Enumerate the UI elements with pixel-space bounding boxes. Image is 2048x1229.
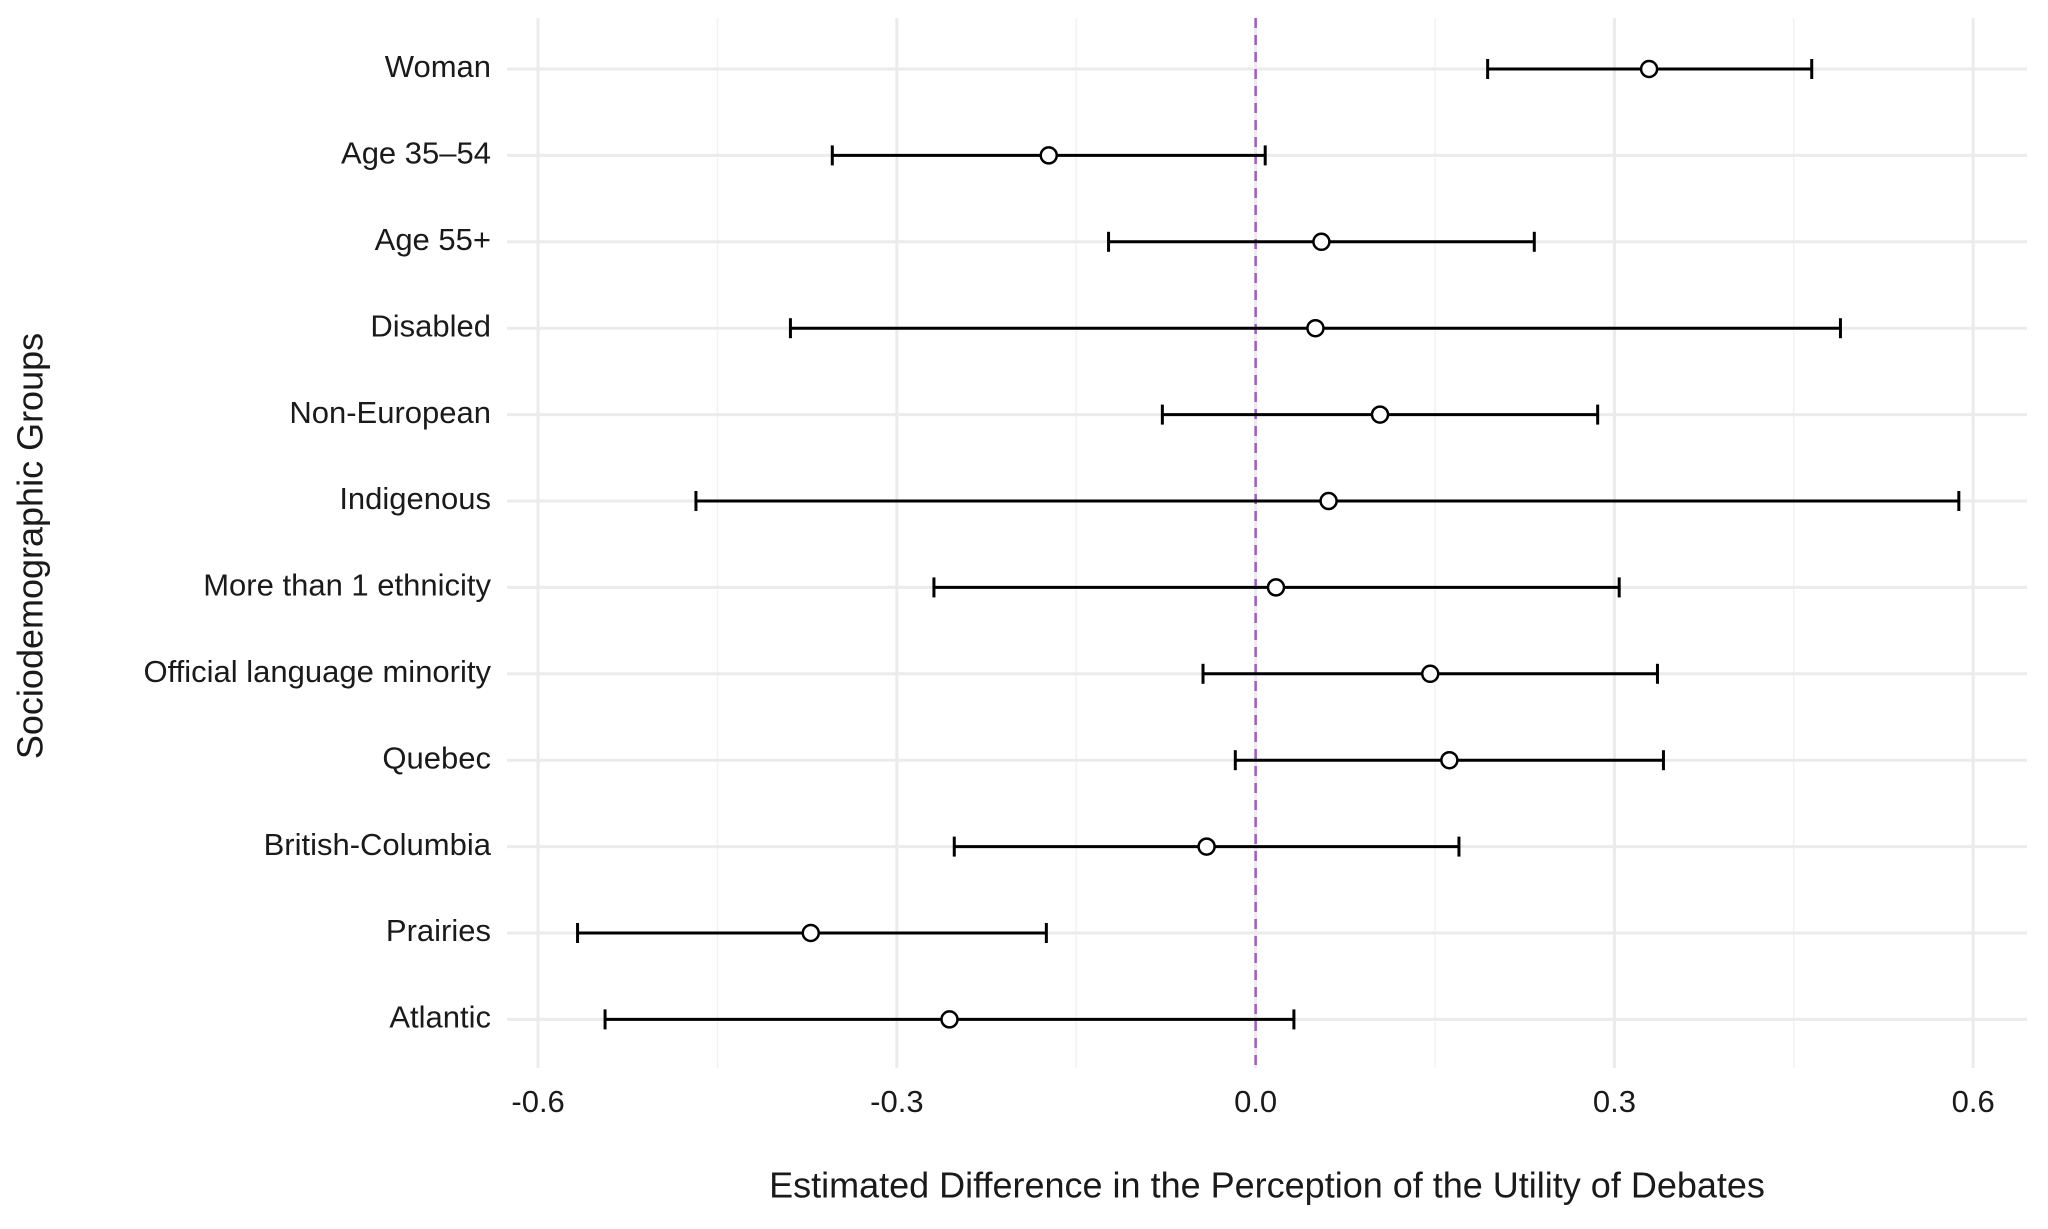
- y-tick-label: Official language minority: [144, 654, 492, 689]
- y-tick-label: More than 1 ethnicity: [203, 568, 491, 603]
- y-tick-label: Atlantic: [389, 1000, 491, 1035]
- point: [1440, 750, 1459, 770]
- y-tick-label: Quebec: [382, 740, 491, 775]
- y-tick-label: Age 35–54: [341, 136, 491, 171]
- y-tick-label: Age 55+: [375, 222, 491, 257]
- y-tick-label: Woman: [385, 49, 491, 84]
- y-tick-label: Disabled: [370, 308, 491, 343]
- point: [940, 1010, 959, 1029]
- x-tick-label: 0.0: [1234, 1084, 1277, 1119]
- y-axis-title: Sociodemographic Groups: [10, 333, 51, 759]
- y-tick-label: Prairies: [386, 913, 491, 948]
- point: [1197, 837, 1216, 856]
- x-tick-label: 0.3: [1593, 1084, 1636, 1119]
- point: [1266, 578, 1286, 597]
- y-tick-label: Indigenous: [339, 481, 491, 516]
- y-tick-label: British-Columbia: [264, 827, 492, 862]
- point: [1639, 59, 1659, 79]
- y-tick-label: Non-European: [289, 395, 491, 430]
- point: [801, 923, 821, 943]
- point: [1039, 146, 1058, 165]
- point: [1370, 405, 1390, 424]
- x-tick-label: -0.3: [870, 1084, 923, 1119]
- x-tick-label: 0.6: [1952, 1084, 1995, 1119]
- x-tick-label: -0.6: [511, 1084, 564, 1119]
- point: [1319, 491, 1338, 511]
- point: [1312, 232, 1331, 252]
- point: [1306, 318, 1325, 338]
- x-axis-title: Estimated Difference in the Perception o…: [769, 1165, 1765, 1206]
- point: [1420, 664, 1440, 684]
